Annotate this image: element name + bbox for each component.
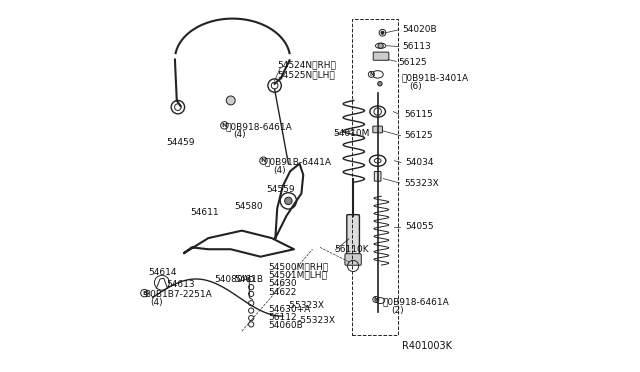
Text: N: N — [221, 123, 227, 128]
FancyBboxPatch shape — [347, 215, 360, 258]
Text: (6): (6) — [410, 82, 422, 91]
Text: 54501M〈LH〉: 54501M〈LH〉 — [269, 271, 328, 280]
Text: N: N — [374, 297, 378, 302]
Bar — [351, 19, 398, 335]
Circle shape — [381, 31, 384, 34]
Circle shape — [369, 71, 374, 77]
Ellipse shape — [374, 158, 381, 163]
Text: 54559: 54559 — [266, 185, 294, 194]
Text: 56113: 56113 — [402, 42, 431, 51]
Text: 56115: 56115 — [404, 110, 433, 119]
Text: 54613: 54613 — [167, 280, 195, 289]
Text: 56112: 56112 — [269, 313, 298, 322]
Text: B0B1B7-2251A: B0B1B7-2251A — [145, 290, 212, 299]
Text: R401003K: R401003K — [402, 341, 452, 351]
Text: 54010M: 54010M — [333, 129, 369, 138]
Text: 54500M〈RH〉: 54500M〈RH〉 — [269, 263, 329, 272]
Text: 54060B: 54060B — [269, 321, 303, 330]
Circle shape — [378, 43, 383, 48]
Text: 54524N〈RH〉: 54524N〈RH〉 — [277, 61, 336, 70]
Circle shape — [141, 289, 148, 297]
Text: N: N — [260, 158, 266, 163]
Text: (4): (4) — [150, 298, 163, 307]
Text: 54630: 54630 — [269, 279, 298, 288]
Text: 54055: 54055 — [405, 222, 433, 231]
Text: ⓝ0B91B-6441A: ⓝ0B91B-6441A — [264, 157, 332, 166]
Text: 54525N〈LH〉: 54525N〈LH〉 — [277, 70, 335, 79]
Text: 54614: 54614 — [148, 268, 177, 277]
Text: 56125: 56125 — [404, 131, 433, 140]
Text: 55323X: 55323X — [404, 179, 439, 187]
Text: 56110K: 56110K — [334, 246, 369, 254]
Text: N: N — [369, 72, 374, 77]
Text: 54580: 54580 — [234, 202, 263, 211]
Text: 54630+A: 54630+A — [269, 305, 311, 314]
Text: (4): (4) — [234, 130, 246, 139]
Text: 5461B: 5461B — [234, 275, 264, 284]
FancyBboxPatch shape — [374, 171, 381, 181]
Text: 54622: 54622 — [269, 288, 297, 296]
Text: B: B — [142, 291, 147, 296]
FancyBboxPatch shape — [373, 126, 383, 133]
Text: 54020B: 54020B — [402, 25, 436, 34]
Text: ⓝ0B918-6461A: ⓝ0B918-6461A — [383, 298, 449, 307]
Circle shape — [285, 197, 292, 205]
FancyBboxPatch shape — [373, 52, 389, 60]
Circle shape — [373, 296, 379, 302]
Text: (2): (2) — [392, 306, 404, 315]
Text: 54080A: 54080A — [214, 275, 249, 284]
Text: 54459: 54459 — [167, 138, 195, 147]
Circle shape — [260, 157, 267, 164]
Text: -55323X: -55323X — [298, 316, 335, 325]
Text: ⓝ0B918-6461A: ⓝ0B918-6461A — [225, 122, 292, 131]
Text: 54034: 54034 — [406, 158, 434, 167]
Text: ⓝ0B91B-3401A: ⓝ0B91B-3401A — [401, 74, 468, 83]
Circle shape — [221, 122, 228, 129]
Circle shape — [378, 81, 382, 86]
Circle shape — [227, 96, 235, 105]
Text: 56125: 56125 — [398, 58, 427, 67]
Text: 54611: 54611 — [191, 208, 219, 217]
FancyBboxPatch shape — [345, 254, 362, 265]
Text: -55323X: -55323X — [287, 301, 324, 310]
Text: (4): (4) — [273, 166, 285, 174]
